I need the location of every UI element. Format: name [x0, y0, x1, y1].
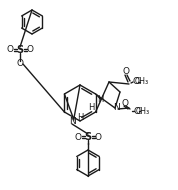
Text: O: O — [134, 107, 140, 116]
Text: O: O — [122, 98, 129, 108]
Text: O: O — [7, 45, 14, 55]
Text: O: O — [75, 132, 82, 142]
Text: O: O — [95, 132, 101, 142]
Text: H: H — [97, 94, 104, 104]
Text: H: H — [88, 102, 95, 112]
Text: S: S — [84, 132, 91, 142]
Text: O: O — [17, 59, 23, 69]
Text: N: N — [69, 116, 75, 126]
Text: N: N — [114, 102, 120, 112]
Text: CH₃: CH₃ — [136, 107, 150, 116]
Text: H: H — [77, 113, 83, 123]
Text: CH₃: CH₃ — [135, 78, 149, 86]
Text: O: O — [122, 67, 130, 77]
Text: S: S — [16, 45, 23, 55]
Text: O: O — [132, 78, 140, 86]
Text: O: O — [27, 45, 33, 55]
